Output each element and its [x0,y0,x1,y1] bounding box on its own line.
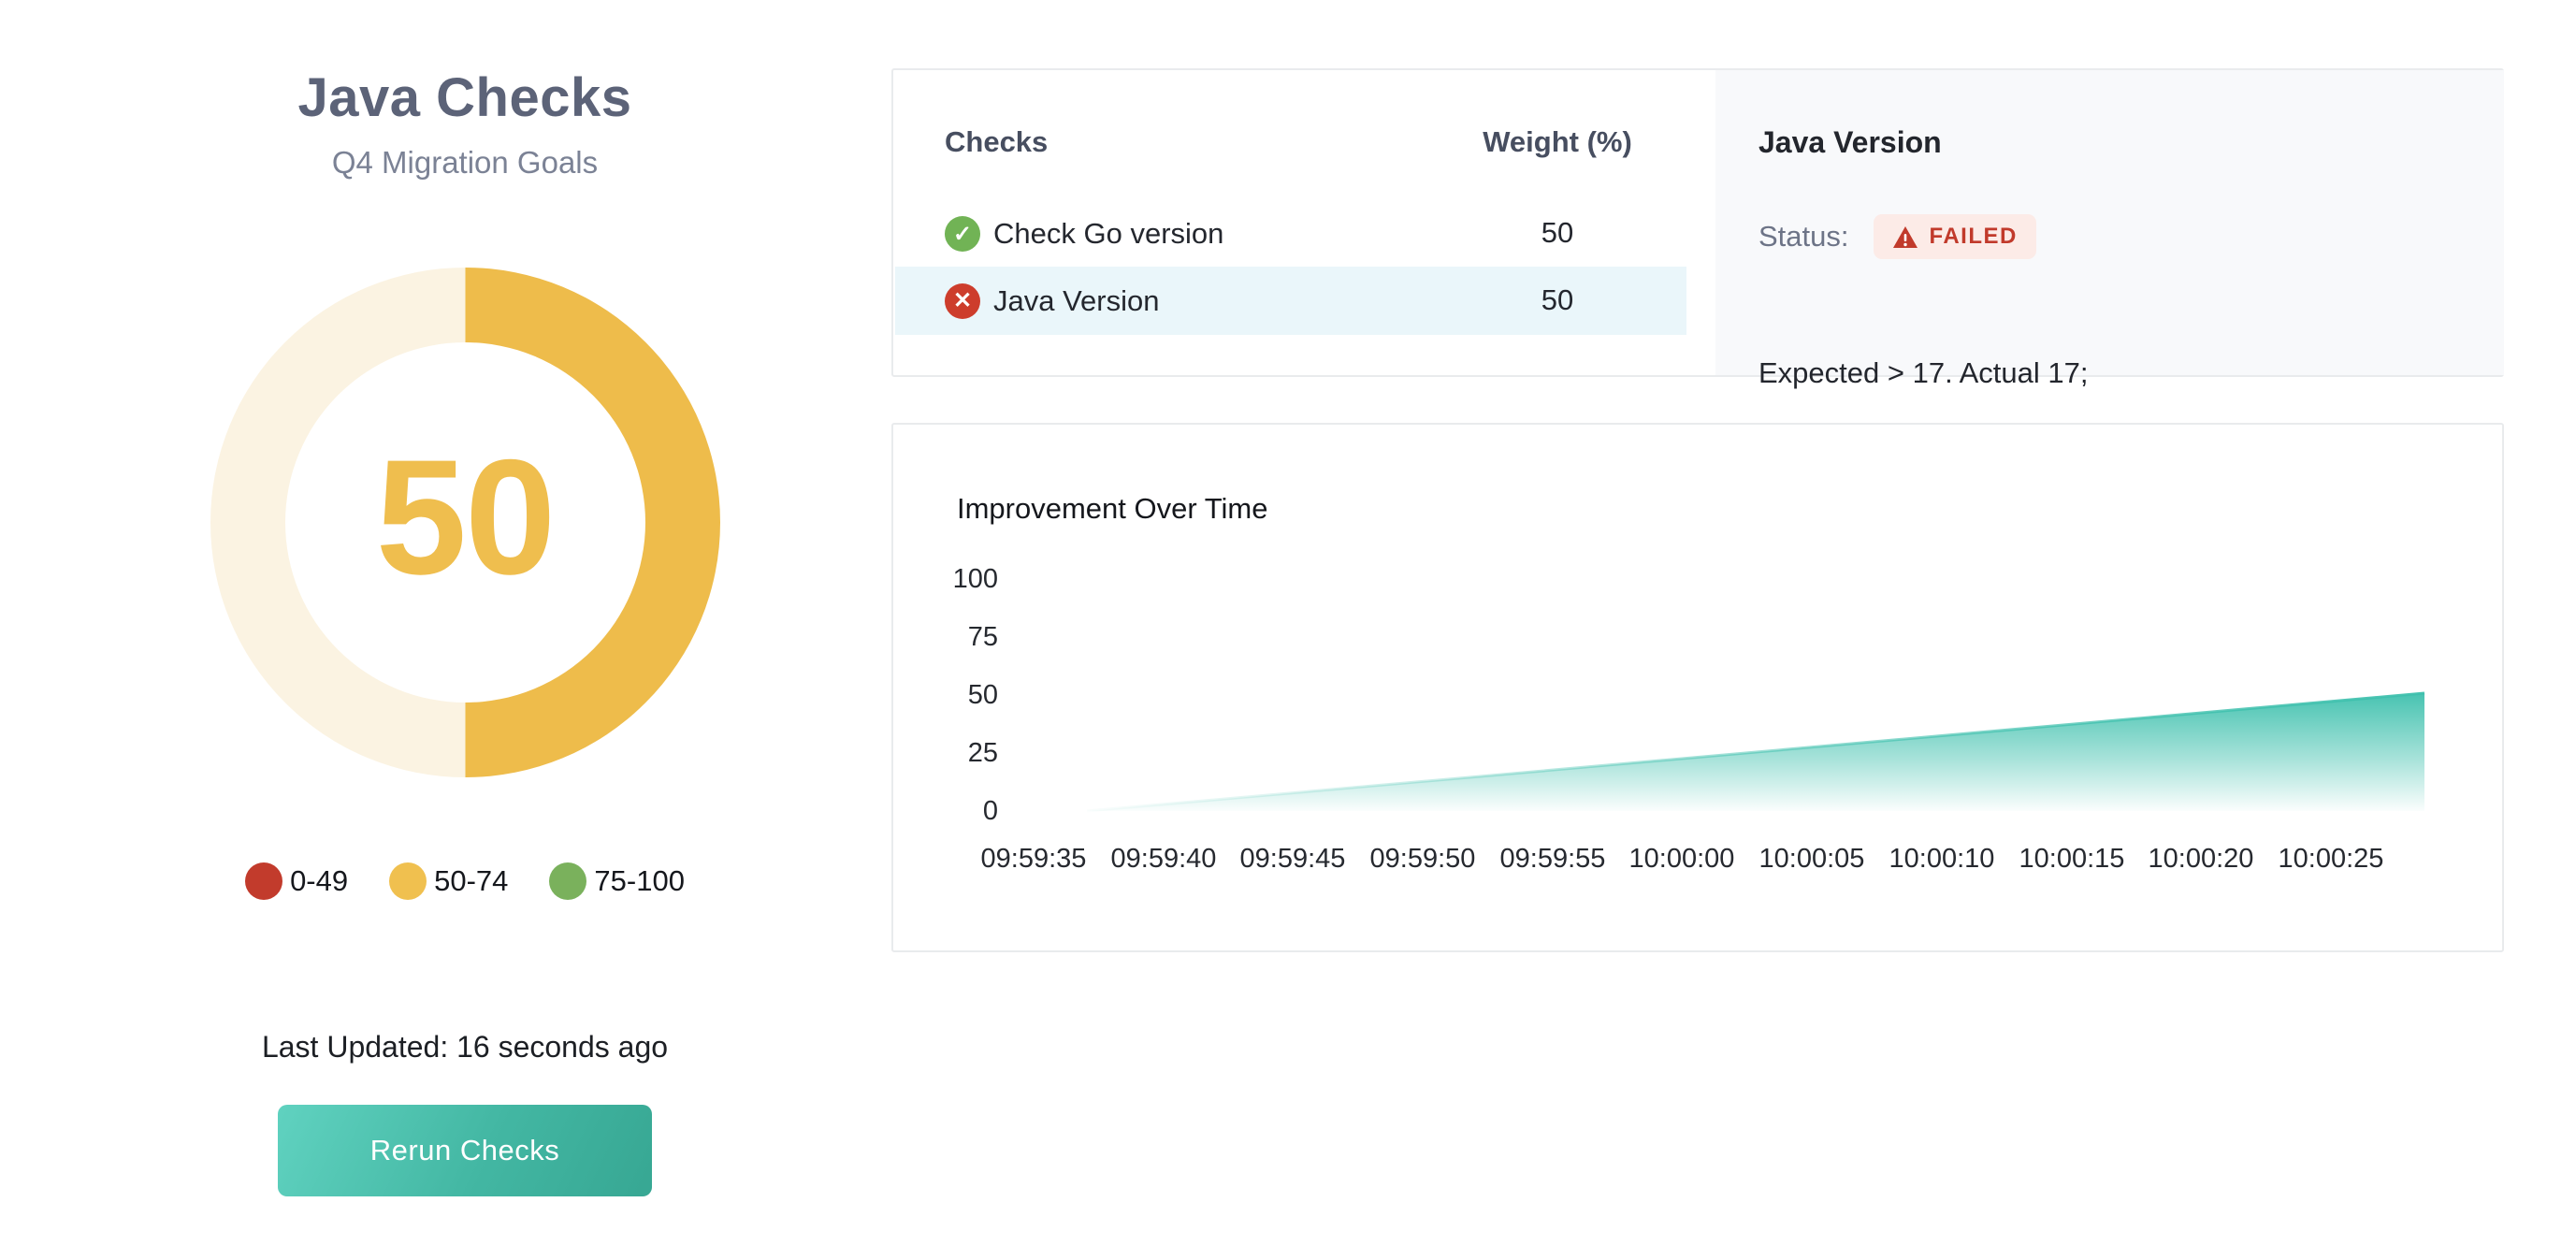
check-failed-icon: ✕ [945,283,980,319]
x-axis-tick: 09:59:45 [1239,844,1346,874]
x-axis-tick: 09:59:50 [1369,844,1476,874]
detail-title: Java Version [1758,124,1942,159]
column-header-checks: Checks [945,125,1049,158]
page-subtitle: Q4 Migration Goals [331,144,599,180]
status-row: Status: FAILED [1758,212,2036,261]
legend-item-high: 75-100 [549,862,685,900]
row-content: ✓ Check Go version [945,201,1686,267]
x-axis-tick: 10:00:25 [2278,844,2384,874]
legend-green-dot-icon [549,862,587,900]
x-axis-tick: 10:00:15 [2019,844,2125,874]
check-weight: 50 [1541,216,1574,249]
last-updated-text: Last Updated: 16 seconds ago [261,1029,669,1064]
warning-triangle-icon [1892,225,1918,248]
x-axis-tick: 09:59:55 [1499,844,1606,874]
gauge-legend: 0-49 50-74 75-100 [0,860,930,903]
page-title: Java Checks [297,67,632,128]
improvement-chart-card: Improvement Over Time 100 75 50 25 0 09:… [891,423,2504,952]
x-axis-tick: 10:00:10 [1889,844,1995,874]
checks-card: Checks Weight (%) ✓ Check Go version 50 … [891,68,2504,389]
status-badge: FAILED [1873,214,2036,259]
detail-message: Expected > 17. Actual 17; [1758,356,2089,389]
chart-title: Improvement Over Time [957,492,1268,525]
donut-hole: 50 [284,341,645,703]
x-axis-tick: 10:00:20 [2148,844,2254,874]
x-axis-tick: 09:59:40 [1110,844,1217,874]
y-axis-tick: 100 [952,564,998,594]
legend-yellow-dot-icon [389,862,427,900]
y-axis-tick: 50 [967,680,998,710]
y-axis-tick: 0 [982,796,998,826]
area-top-line [1086,691,2425,813]
check-detail-panel: Java Version Status: FAILED Expected > 1… [1715,70,2504,389]
gauge-value: 50 [375,426,557,609]
y-axis-tick: 75 [967,622,998,652]
y-axis-tick: 25 [967,738,998,768]
check-name: Java Version [993,283,1160,317]
legend-label: 50-74 [434,863,509,897]
rerun-checks-button[interactable]: Rerun Checks [278,1104,652,1196]
status-label: Status: [1758,220,1849,253]
score-donut-gauge: 50 [210,267,720,777]
legend-item-low: 0-49 [245,862,348,900]
legend-item-mid: 50-74 [389,862,508,900]
x-axis-tick: 10:00:05 [1758,844,1865,874]
checks-table: Checks Weight (%) ✓ Check Go version 50 … [893,70,1715,375]
check-passed-icon: ✓ [945,216,980,252]
improvement-area-chart [1086,691,2425,813]
x-axis-tick: 10:00:00 [1628,844,1735,874]
legend-red-dot-icon [245,862,283,900]
row-content: ✕ Java Version [945,267,1686,335]
legend-label: 0-49 [290,863,349,897]
status-badge-text: FAILED [1929,224,2018,249]
table-row-check-go-version[interactable]: ✓ Check Go version 50 [895,201,1686,267]
table-row-java-version[interactable]: ✕ Java Version 50 [895,267,1686,335]
check-weight: 50 [1541,283,1574,316]
legend-label: 75-100 [594,863,685,897]
gauge-section: Java Checks Q4 Migration Goals 50 0-49 5… [0,0,930,1196]
x-axis-tick: 09:59:35 [980,844,1087,874]
column-header-weight: Weight (%) [1483,125,1632,158]
check-name: Check Go version [993,217,1224,250]
